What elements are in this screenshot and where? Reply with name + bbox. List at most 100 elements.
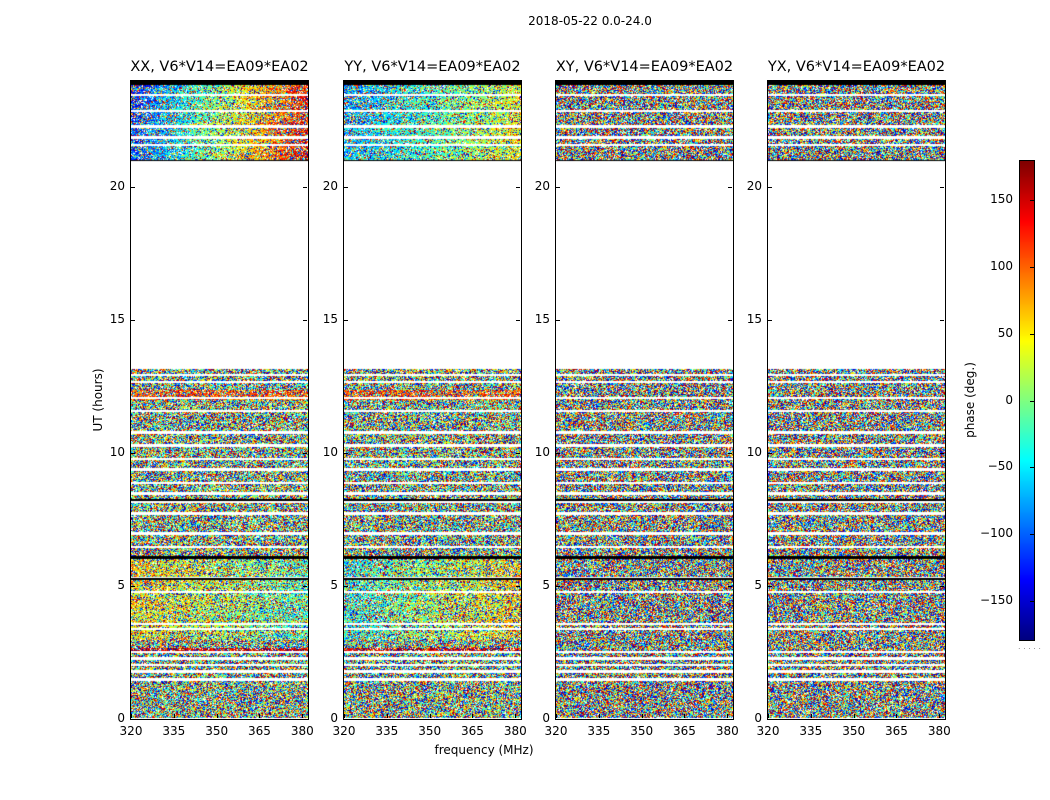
y-tick-label: 20 [746, 179, 762, 194]
x-tick-mark [768, 714, 769, 718]
y-tick-label: 5 [542, 578, 550, 593]
y-tick-mark [344, 719, 348, 720]
y-tick-mark [131, 586, 135, 587]
x-tick-mark [174, 714, 175, 718]
x-tick-mark [302, 714, 303, 718]
x-tick-label: 350 [418, 724, 442, 738]
colorbar-tick-label: −100 [980, 526, 1013, 541]
y-tick-mark [940, 586, 944, 587]
y-tick-label: 15 [109, 312, 125, 327]
y-tick-mark [940, 719, 944, 720]
x-axis-label: frequency (MHz) [434, 743, 534, 757]
y-tick-mark [768, 187, 772, 188]
y-tick-label: 10 [534, 445, 550, 460]
heatmap-xx [131, 81, 308, 719]
x-tick-label: 380 [503, 724, 527, 738]
y-tick-mark [303, 586, 307, 587]
y-tick-label: 20 [109, 179, 125, 194]
x-tick-mark [939, 714, 940, 718]
panel-title-xy: XY, V6*V14=EA09*EA02 [555, 59, 734, 75]
y-tick-label: 5 [330, 578, 338, 593]
y-tick-mark [556, 187, 560, 188]
colorbar-tick-label: 150 [990, 192, 1013, 207]
colorbar-tick-mark [1030, 267, 1034, 268]
y-tick-mark [303, 453, 307, 454]
y-tick-mark [344, 320, 348, 321]
heatmap-xy [556, 81, 733, 719]
colorbar-tick-label: 50 [997, 325, 1013, 340]
y-tick-mark [131, 187, 135, 188]
y-tick-mark [940, 187, 944, 188]
colorbar-tick-mark [1030, 200, 1034, 201]
y-tick-mark [728, 453, 732, 454]
x-tick-mark [344, 714, 345, 718]
y-tick-label: 20 [534, 179, 550, 194]
y-tick-mark [516, 586, 520, 587]
x-tick-mark [684, 714, 685, 718]
y-tick-mark [303, 187, 307, 188]
y-tick-mark [344, 453, 348, 454]
x-tick-label: 365 [673, 724, 696, 738]
y-tick-label: 0 [330, 711, 338, 725]
y-tick-mark [556, 586, 560, 587]
x-tick-mark [472, 714, 473, 718]
panel-frame-xx [130, 80, 309, 720]
colorbar [1019, 160, 1035, 641]
x-tick-mark [217, 714, 218, 718]
heatmap-yx [768, 81, 945, 719]
colorbar-tick-mark [1030, 401, 1034, 402]
x-tick-label: 335 [799, 724, 823, 738]
y-tick-mark [768, 719, 772, 720]
x-tick-label: 365 [885, 724, 908, 738]
y-tick-mark [940, 320, 944, 321]
y-tick-label: 15 [534, 312, 550, 327]
colorbar-tick-label: −50 [987, 459, 1013, 474]
figure-title: 2018-05-22 0.0-24.0 [528, 14, 652, 28]
x-tick-mark [811, 714, 812, 718]
y-tick-mark [344, 586, 348, 587]
y-tick-label: 10 [322, 445, 338, 460]
y-tick-mark [131, 320, 135, 321]
x-tick-mark [642, 714, 643, 718]
y-tick-mark [556, 453, 560, 454]
x-tick-mark [430, 714, 431, 718]
y-tick-mark [768, 453, 772, 454]
panel-title-yy: YY, V6*V14=EA09*EA02 [344, 59, 521, 75]
x-tick-mark [896, 714, 897, 718]
y-tick-mark [728, 586, 732, 587]
y-tick-mark [131, 453, 135, 454]
y-tick-label: 5 [754, 578, 762, 593]
x-tick-mark [131, 714, 132, 718]
y-tick-label: 10 [109, 445, 125, 460]
y-tick-mark [768, 320, 772, 321]
x-tick-label: 335 [375, 724, 399, 738]
x-tick-mark [259, 714, 260, 718]
colorbar-tick-label: −150 [980, 592, 1013, 607]
y-tick-mark [728, 719, 732, 720]
x-tick-label: 380 [715, 724, 739, 738]
x-tick-mark [854, 714, 855, 718]
panel-title-yx: YX, V6*V14=EA09*EA02 [767, 59, 946, 75]
panel-frame-xy [555, 80, 734, 720]
y-tick-label: 10 [746, 445, 762, 460]
x-tick-label: 320 [332, 724, 356, 738]
y-tick-mark [768, 586, 772, 587]
y-tick-mark [516, 719, 520, 720]
y-tick-mark [303, 320, 307, 321]
y-tick-mark [728, 320, 732, 321]
colorbar-tick-mark [1030, 601, 1034, 602]
y-axis-label: UT (hours) [91, 368, 105, 432]
x-tick-mark [599, 714, 600, 718]
colorbar-tick-label: 100 [990, 258, 1013, 273]
colorbar-footer: . . . . . [1018, 642, 1041, 651]
y-tick-label: 0 [117, 711, 125, 725]
colorbar-tick-mark [1030, 334, 1034, 335]
x-tick-label: 335 [587, 724, 611, 738]
colorbar-tick-mark [1030, 467, 1034, 468]
y-tick-mark [516, 453, 520, 454]
x-tick-label: 350 [205, 724, 229, 738]
x-tick-label: 365 [461, 724, 484, 738]
y-tick-mark [344, 187, 348, 188]
y-tick-mark [728, 187, 732, 188]
x-tick-label: 335 [162, 724, 186, 738]
